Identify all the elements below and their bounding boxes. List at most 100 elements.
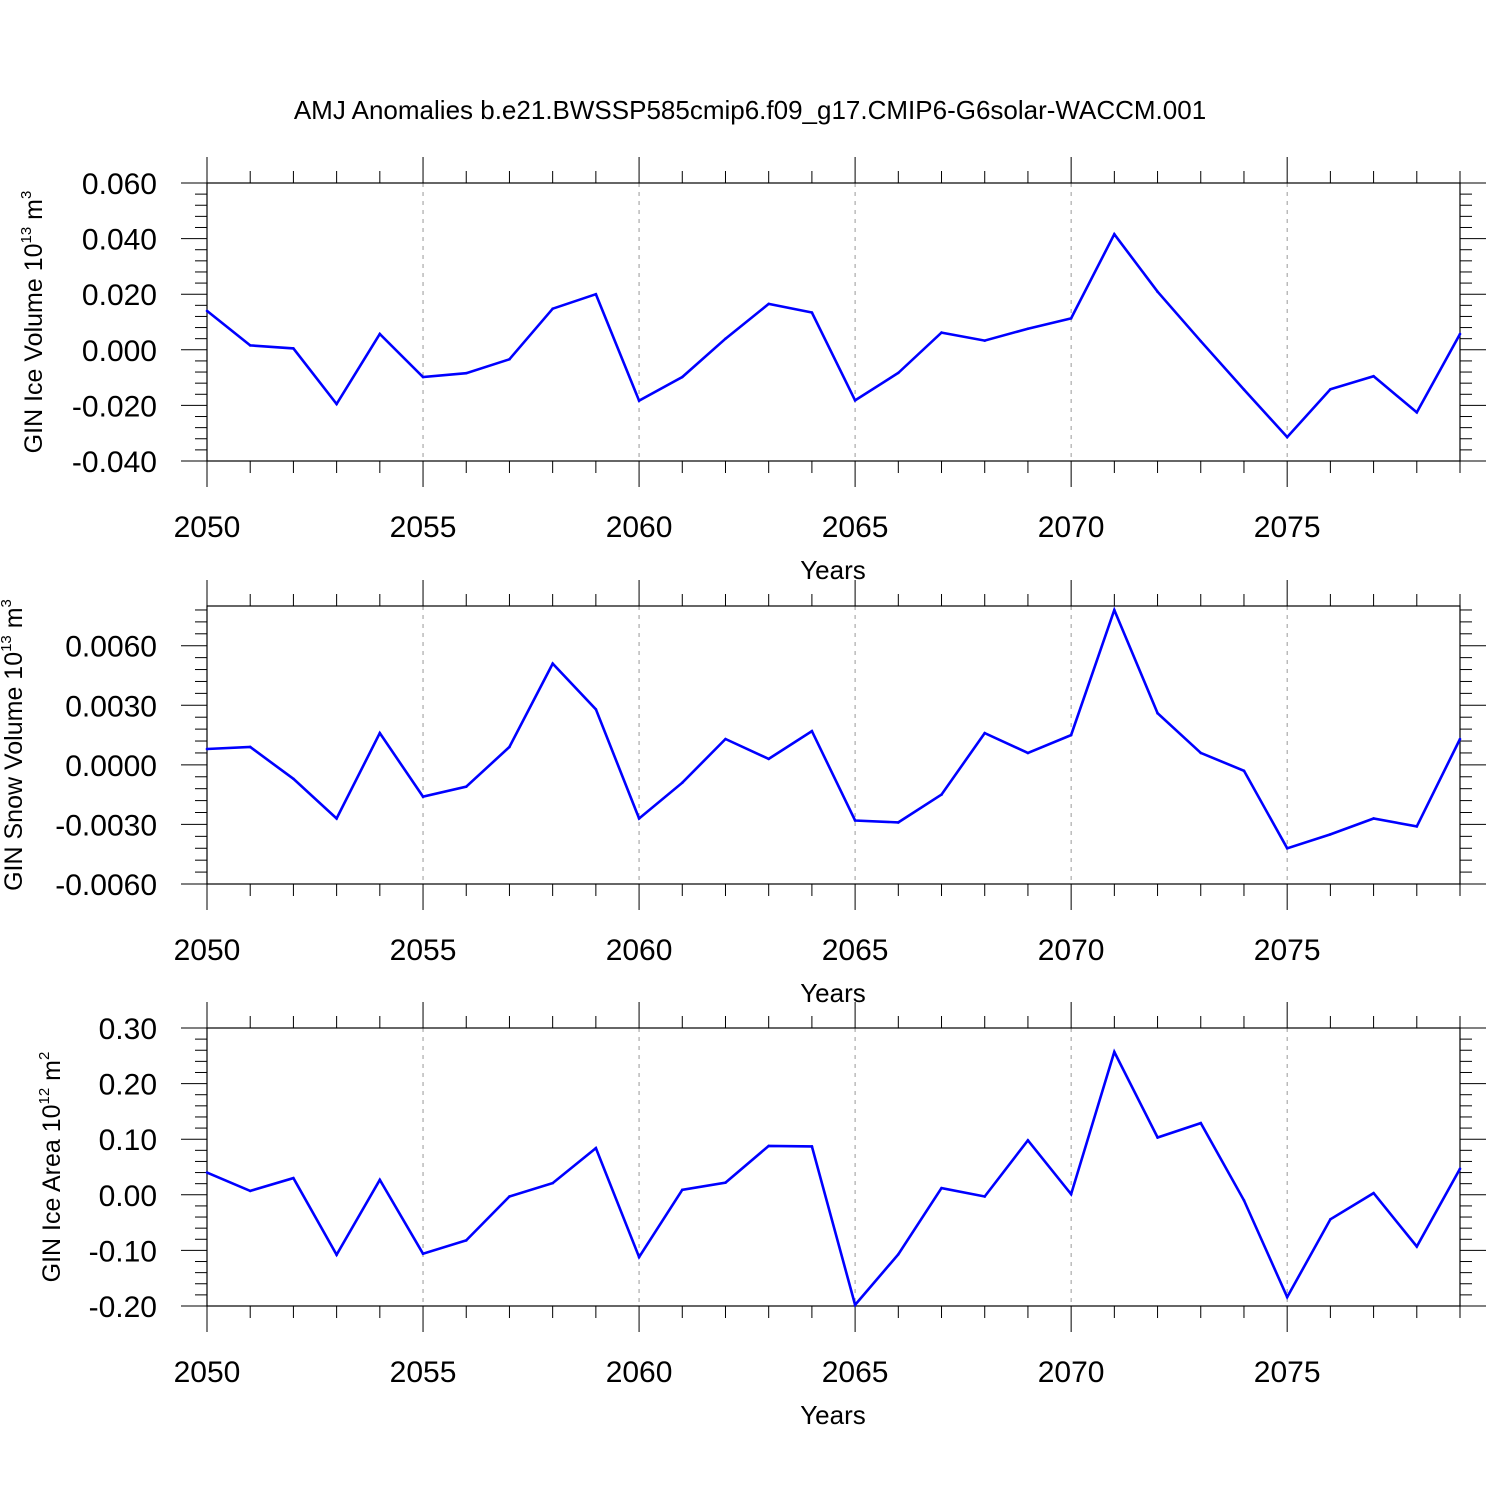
data-point [551, 662, 554, 665]
data-point [1372, 817, 1375, 820]
data-point [1199, 1121, 1203, 1125]
y-axis-label-superscript: 3 [0, 599, 15, 607]
x-tick-label: 2070 [1038, 1356, 1105, 1389]
data-point [983, 731, 987, 735]
y-axis-label-superscript: 2 [36, 1052, 53, 1060]
data-point [1113, 1050, 1116, 1054]
data-point [335, 1253, 338, 1257]
data-point [680, 375, 684, 379]
data-point [767, 1144, 770, 1148]
data-point [724, 737, 727, 741]
data-point [637, 399, 641, 402]
x-tick-label: 2055 [390, 511, 457, 544]
data-point [248, 1189, 252, 1193]
x-tick-label: 2060 [606, 511, 673, 544]
data-point [1415, 411, 1419, 414]
y-tick-label: 0.20 [99, 1069, 157, 1102]
x-tick-label: 2055 [390, 934, 457, 967]
data-point [205, 309, 209, 313]
y-axis-label: GIN Ice Volume 1013 m3 [18, 191, 48, 454]
data-point [897, 821, 900, 824]
data-point [1242, 388, 1246, 391]
data-point [680, 1188, 684, 1192]
data-point [637, 1255, 641, 1259]
x-tick-label: 2065 [822, 511, 889, 544]
plot-frame [206, 605, 1461, 885]
series-points [205, 232, 1462, 439]
series-line [206, 1048, 1462, 1308]
data-point [508, 1195, 511, 1198]
data-point [1069, 733, 1073, 737]
data-point [637, 817, 641, 820]
y-tick-label: 0.040 [82, 224, 157, 257]
data-point [205, 747, 209, 751]
data-point [1329, 387, 1332, 391]
data-point [724, 337, 727, 340]
data-point [594, 707, 598, 711]
panel-3: -0.20 -0.10 0.00 0.10 0.20 0.30 2050 2055 2060 20… [36, 1002, 1486, 1430]
y-tick-label: -0.0060 [55, 869, 157, 902]
y-tick-label: -0.040 [72, 446, 157, 479]
y-tick-label: -0.0030 [55, 809, 157, 842]
data-point [292, 1176, 295, 1180]
x-tick-label: 2060 [606, 1356, 673, 1389]
data-point [767, 302, 770, 306]
y-tick-label: 0.000 [82, 335, 157, 368]
y-tick-label: 0.0060 [65, 631, 157, 664]
data-point [378, 332, 382, 336]
y-tick-label: 0.0000 [65, 750, 157, 783]
data-point [464, 785, 468, 788]
y-tick-label: 0.30 [99, 1013, 157, 1046]
data-point [1285, 846, 1289, 850]
data-point [810, 729, 814, 733]
data-point [335, 402, 338, 406]
x-tick-label: 2070 [1038, 511, 1105, 544]
data-point [810, 1145, 814, 1148]
y-tick-label: 0.020 [82, 279, 157, 312]
y-tick-label: -0.20 [89, 1291, 157, 1324]
y-tick-label: 0.060 [82, 168, 157, 201]
data-point [1199, 751, 1203, 755]
data-point [508, 745, 511, 749]
data-point [983, 1195, 987, 1198]
data-point [1069, 317, 1073, 320]
x-tick-label: 2075 [1254, 934, 1321, 967]
data-point [1026, 1139, 1030, 1142]
data-point [1415, 825, 1419, 828]
data-point [508, 357, 511, 361]
data-point [1156, 711, 1159, 715]
data-point [1156, 1136, 1159, 1139]
data-point [551, 1181, 554, 1185]
data-point [378, 731, 382, 735]
data-point [1156, 290, 1159, 293]
panel-2: -0.0060 -0.0030 0.0000 0.0030 0.0060 2050 2055… [0, 580, 1486, 1008]
x-tick-label: 2050 [174, 934, 241, 967]
data-point [205, 1171, 209, 1174]
y-axis-label-text: GIN Ice Volume 10 [20, 243, 48, 453]
data-point [1458, 332, 1462, 336]
data-point [1113, 232, 1116, 236]
x-axis-label: Years [800, 1400, 866, 1430]
series-line [206, 231, 1462, 440]
data-point [1415, 1245, 1419, 1248]
y-axis-label-superscript: 12 [36, 1088, 53, 1105]
data-point [940, 331, 943, 334]
data-point [767, 757, 770, 761]
y-axis-label-superscript: 13 [0, 635, 15, 652]
x-tick-label: 2060 [606, 934, 673, 967]
data-point [897, 371, 900, 375]
data-point [335, 817, 338, 820]
data-point [1458, 737, 1462, 741]
y-axis-label-superscript: 3 [18, 191, 35, 199]
data-point [248, 344, 252, 347]
data-point [853, 1303, 857, 1307]
data-point [1026, 327, 1030, 330]
data-point [594, 1146, 598, 1150]
figure-title: AMJ Anomalies b.e21.BWSSP585cmip6.f09_g1… [294, 95, 1206, 125]
data-point [724, 1181, 727, 1184]
x-tick-label: 2065 [822, 934, 889, 967]
y-axis-label-text: m [20, 199, 48, 227]
series-line [206, 606, 1462, 850]
y-axis-label-text: GIN Ice Area 10 [38, 1104, 66, 1282]
